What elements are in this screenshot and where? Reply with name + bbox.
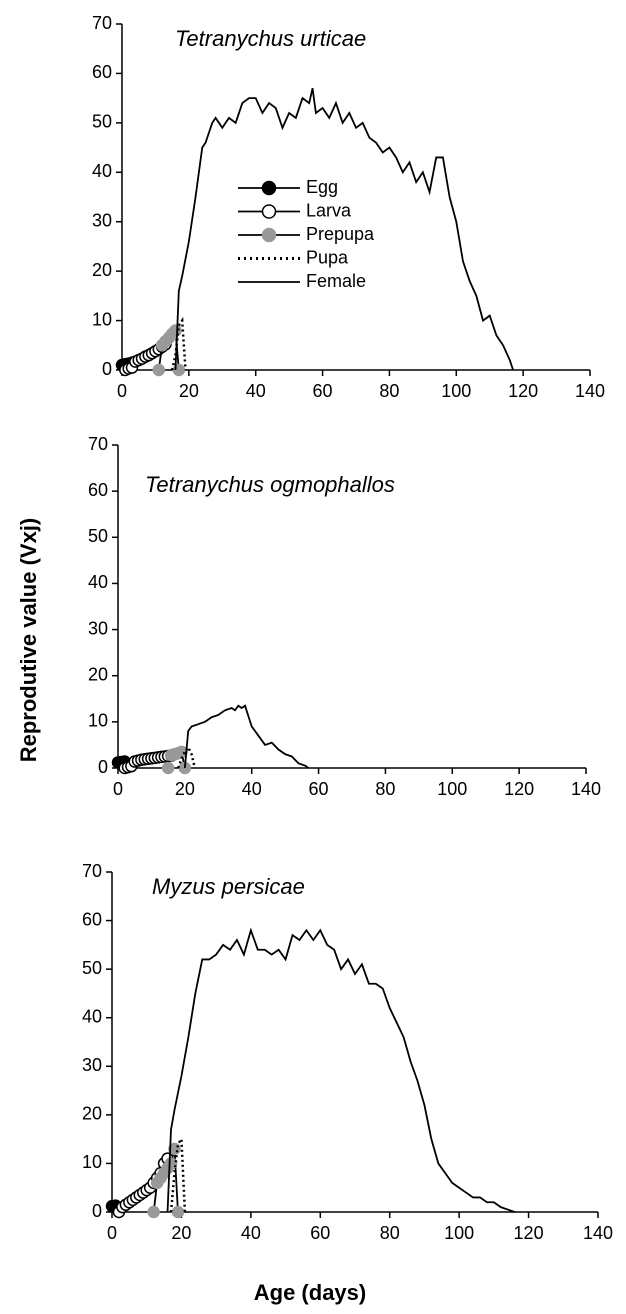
legend-marker [261,227,277,243]
x-tick-label: 0 [107,1223,117,1243]
y-tick-label: 10 [92,309,112,329]
y-tick-label: 60 [88,480,108,500]
data-point [152,363,166,377]
x-tick-label: 20 [179,381,199,401]
x-tick-label: 40 [241,1223,261,1243]
x-tick-label: 60 [310,1223,330,1243]
y-tick-label: 30 [82,1055,102,1075]
legend-label: Pupa [306,247,349,267]
x-tick-label: 20 [171,1223,191,1243]
x-tick-label: 60 [313,381,333,401]
legend-label: Egg [306,177,338,197]
y-tick-label: 10 [88,711,108,731]
y-tick-label: 40 [92,161,112,181]
x-tick-label: 60 [309,779,329,799]
panel-title: Tetranychus urticae [175,26,366,51]
y-tick-label: 70 [92,13,112,33]
x-tick-label: 40 [242,779,262,799]
panel-title: Myzus persicae [152,874,305,899]
legend-marker [261,204,277,219]
y-tick-label: 30 [92,210,112,230]
series-line [170,316,187,371]
x-tick-label: 100 [444,1223,474,1243]
data-point [147,1205,160,1219]
y-tick-label: 0 [98,757,108,777]
y-tick-label: 0 [102,359,112,379]
x-tick-label: 40 [246,381,266,401]
x-tick-label: 80 [379,381,399,401]
x-axis-label: Age (days) [254,1280,366,1305]
x-tick-label: 140 [575,381,605,401]
y-tick-label: 60 [82,909,102,929]
y-tick-label: 50 [88,526,108,546]
data-point [169,324,182,337]
x-tick-label: 120 [508,381,538,401]
y-tick-label: 20 [88,664,108,684]
legend-label: Larva [306,200,352,220]
series-line [183,704,310,769]
series-line [166,927,515,1213]
y-tick-label: 70 [82,861,102,881]
x-tick-label: 120 [504,779,534,799]
y-tick-label: 40 [82,1006,102,1026]
x-tick-label: 0 [117,381,127,401]
y-tick-label: 50 [82,958,102,978]
legend-marker [261,180,277,196]
y-tick-label: 50 [92,112,112,132]
x-tick-label: 20 [175,779,195,799]
x-tick-label: 120 [514,1223,544,1243]
data-point [161,761,175,775]
legend-label: Prepupa [306,224,375,244]
series-line [169,1135,187,1213]
panel-title: Tetranychus ogmophallos [145,472,395,497]
y-tick-label: 10 [82,1152,102,1172]
legend-label: Female [306,271,366,291]
y-axis-label: Reprodutive value (Vxj) [16,518,41,763]
data-point [171,1205,185,1219]
y-tick-label: 60 [92,62,112,82]
x-tick-label: 140 [583,1223,613,1243]
data-point [164,1157,178,1170]
y-tick-label: 20 [92,260,112,280]
x-tick-label: 100 [441,381,471,401]
y-tick-label: 0 [92,1201,102,1221]
x-tick-label: 0 [113,779,123,799]
y-tick-label: 30 [88,618,108,638]
series-line [174,88,514,371]
y-tick-label: 70 [88,434,108,454]
y-tick-label: 40 [88,572,108,592]
x-tick-label: 80 [375,779,395,799]
x-tick-label: 140 [571,779,601,799]
x-tick-label: 100 [437,779,467,799]
y-tick-label: 20 [82,1104,102,1124]
x-tick-label: 80 [380,1223,400,1243]
